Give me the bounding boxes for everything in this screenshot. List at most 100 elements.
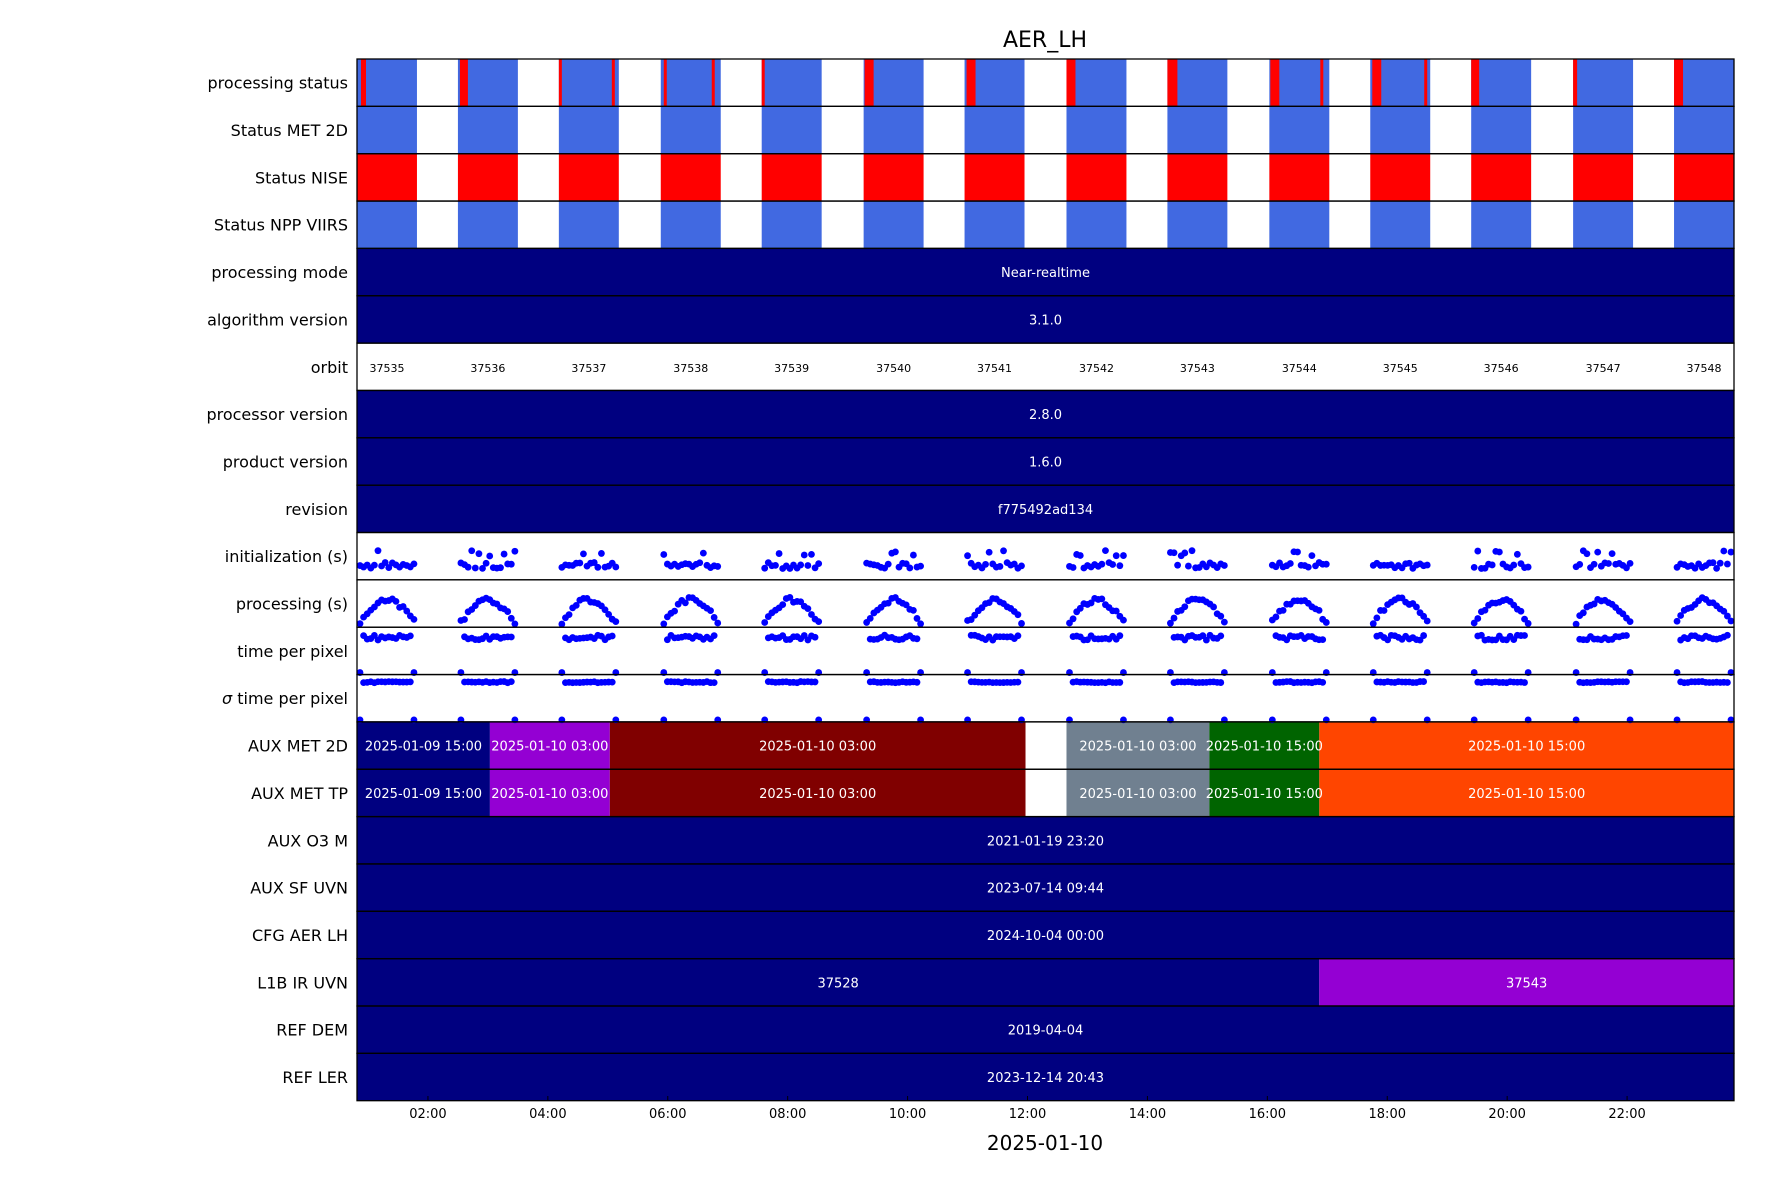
status-bar [964,153,1025,202]
orbit-number-label: 37536 [470,362,505,375]
status-bar [457,201,518,249]
x-tick-label: 04:00 [529,1107,566,1122]
initialization-point [1594,548,1602,556]
initialization-point [507,560,515,568]
status-bar [457,153,518,202]
processing-point [1167,619,1174,627]
processing-point [1170,614,1178,622]
points-layer [356,547,1735,724]
initialization-point [497,564,504,572]
orbit-number-label: 37535 [369,362,404,375]
initialization-point [598,550,605,557]
bar-labels-layer: Near-realtime 3.1.0 2.8.0 1.6.0 f775492ad134… [365,266,1722,1086]
initialization-point [804,562,812,569]
row-label-orbit: orbit [311,358,348,377]
aux-met-tp-label: 2025-01-09 15:00 [365,787,482,802]
processing-point [461,616,468,623]
initialization-point [884,560,892,568]
x-tick-label: 14:00 [1129,1107,1166,1122]
processing-point [815,618,823,626]
initialization-point [772,561,779,569]
orbit-number-label: 37545 [1383,362,1418,375]
processing-point [1279,607,1287,614]
time-per-pixel-point [1623,632,1630,639]
initialization-point [815,560,823,567]
initialization-point [1120,552,1127,559]
status-bar [357,59,417,107]
initialization-point [1423,561,1431,569]
sigma-time-per-pixel-point [913,678,921,686]
cfg-aer-lh-bar [357,911,1734,959]
aux-met-tp-bar [1066,769,1210,817]
aux-met-tp-bar [1209,769,1320,817]
sigma-time-per-pixel-point [1521,679,1528,686]
status-bar [1674,201,1734,249]
l1b-ir-uvn-label: 37528 [817,976,858,991]
status-bar [660,59,721,107]
status-bar [357,153,417,202]
aux-met-tp-bar [489,769,610,817]
row-label-status-nise: Status NISE [255,168,348,187]
status-bar [761,201,822,249]
initialization-point [1720,547,1728,555]
revision-label: f775492ad134 [998,503,1093,518]
orbit-number-label: 37548 [1687,362,1722,375]
error-bar [761,59,765,107]
processing-point [779,601,787,609]
sigma-time-per-pixel-point [507,678,515,686]
initialization-point [1713,565,1721,572]
status-bar [558,59,619,107]
aux-met-2d-label: 2025-01-10 15:00 [1468,740,1585,755]
sigma-time-per-pixel-point [710,679,718,687]
algorithm-version-label: 3.1.0 [1029,313,1062,328]
processing-point [681,599,689,607]
time-per-pixel-point [1014,632,1022,640]
status-bar [1066,106,1127,154]
processing-point [504,608,512,615]
l1b-ir-uvn-label: 37543 [1506,976,1547,991]
initialization-point [1590,560,1598,568]
initialization-point [464,563,472,571]
row-label-sigma-time-per-pixel: σ time per pixel [222,689,348,708]
processing-point [612,618,620,626]
processing-point [1322,619,1330,626]
initialization-point [511,547,519,555]
row-label-algorithm-version: algorithm version [207,310,348,329]
initialization-point [1174,561,1182,569]
processing-point [884,599,892,607]
initialization-point [1170,549,1178,557]
initialization-point [696,559,704,567]
aux-met-2d-label: 2025-01-10 15:00 [1206,740,1323,755]
processing-mode-label: Near-realtime [1001,266,1090,281]
processing-point [866,614,874,622]
sigma-time-per-pixel-point [406,678,414,686]
status-bar [1066,201,1127,249]
processing-point [808,611,815,618]
initialization-point [775,550,783,557]
initialization-point [1102,547,1109,555]
processing-point [1315,606,1323,614]
aux-met-2d-bar [1209,721,1320,770]
status-bar [660,153,721,202]
sigma-time-per-pixel-point [1420,678,1428,685]
processing-point [714,619,722,627]
status-bar [1269,201,1330,249]
x-tick-label: 10:00 [889,1107,926,1122]
processor-version-label: 2.8.0 [1029,408,1062,423]
aux-met-2d-label: 2025-01-10 03:00 [759,740,876,755]
initialization-point [410,560,418,568]
algorithm-version-bar [357,295,1734,344]
status-bar [1066,59,1127,107]
aux-met-tp-label: 2025-01-10 15:00 [1206,787,1323,802]
initialization-point [590,559,598,566]
initialization-point [1076,552,1084,559]
error-bar [663,59,667,107]
initialization-point [699,549,707,557]
initialization-point [1724,560,1731,568]
processing-point [1018,620,1025,627]
processing-point [403,607,411,615]
x-tick-label: 12:00 [1009,1107,1046,1122]
error-bar [558,59,562,107]
initialization-point [1220,562,1228,569]
processing-point [1373,614,1381,622]
